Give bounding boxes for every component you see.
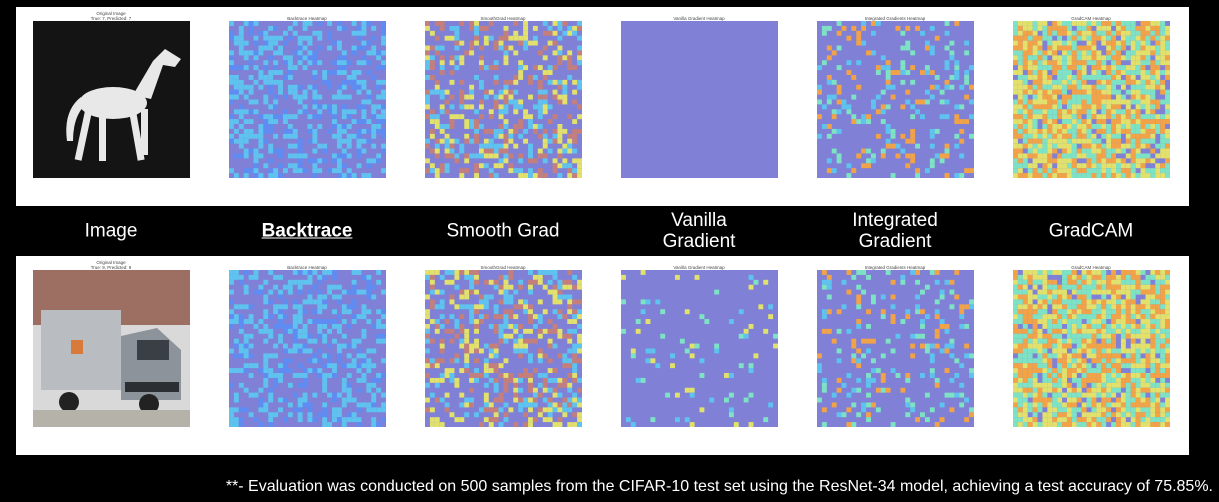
- original-image-header: Original Image True: 7, Predicted: 7: [33, 9, 190, 21]
- integrated-gradients-heatmap-cells: [816, 270, 974, 427]
- smoothgrad-heatmap-title: SmoothGrad Heatmap: [480, 16, 526, 21]
- original-image-cell: Original Image True: 7, Predicted: 7: [32, 9, 190, 178]
- evaluation-footnote: **- Evaluation was conducted on 500 samp…: [225, 478, 1213, 495]
- backtrace-heatmap-cell: Backtrace Heatmap: [228, 9, 386, 178]
- original-image-cell: Original Image True: 9, Predicted: 9: [32, 258, 190, 427]
- vanilla-gradient-heatmap-cells: [620, 270, 778, 427]
- prediction-caption: True: 9, Predicted: 9: [90, 265, 132, 270]
- gradcam-heatmap-cell: GradCAM Heatmap: [1012, 258, 1170, 427]
- vanilla-gradient-heatmap-title: Vanilla Gradient Heatmap: [673, 265, 725, 270]
- truck-image: [32, 270, 190, 427]
- vanilla-gradient-heatmap: [620, 270, 778, 427]
- gradcam-heatmap-cells: [1012, 21, 1170, 178]
- vanilla-gradient-heatmap-title: Vanilla Gradient Heatmap: [673, 16, 725, 21]
- gradcam-heatmap: [1012, 270, 1170, 427]
- method-label-backtrace: Backtrace: [261, 220, 353, 242]
- method-label-image: Image: [84, 220, 138, 242]
- backtrace-heatmap-cells: [228, 21, 386, 178]
- integrated-gradients-heatmap-cell: Integrated Gradients Heatmap: [816, 258, 974, 427]
- vanilla-gradient-heatmap: [620, 21, 778, 178]
- integrated-gradients-heatmap: [816, 21, 974, 178]
- smoothgrad-heatmap: [424, 21, 582, 178]
- gradcam-heatmap: [1012, 21, 1170, 178]
- method-label-smoothgrad: Smooth Grad: [446, 220, 560, 242]
- prediction-caption: True: 7, Predicted: 7: [90, 16, 132, 21]
- smoothgrad-heatmap-cell: SmoothGrad Heatmap: [424, 258, 582, 427]
- truck-figure: [32, 310, 190, 427]
- gradcam-heatmap-title: GradCAM Heatmap: [1071, 16, 1111, 21]
- bottom-row-panel: Original Image True: 9, Predicted: 9 Backt…: [16, 256, 1189, 455]
- smoothgrad-heatmap: [424, 270, 582, 427]
- backtrace-heatmap-cells: [228, 270, 386, 427]
- smoothgrad-heatmap-title: SmoothGrad Heatmap: [480, 265, 526, 270]
- method-label-vanilla-gradient: Vanilla Gradient: [662, 210, 736, 252]
- vanilla-gradient-heatmap-cell: Vanilla Gradient Heatmap: [620, 9, 778, 178]
- horse-figure: [65, 49, 181, 161]
- gradcam-heatmap-cells: [1012, 270, 1170, 427]
- integrated-gradients-heatmap-title: Integrated Gradients Heatmap: [864, 16, 926, 21]
- method-label-gradcam: GradCAM: [1048, 220, 1134, 242]
- original-image-header: Original Image True: 9, Predicted: 9: [33, 258, 190, 270]
- backtrace-heatmap-title: Backtrace Heatmap: [287, 16, 327, 21]
- backtrace-heatmap-cell: Backtrace Heatmap: [228, 258, 386, 427]
- integrated-gradients-heatmap-cell: Integrated Gradients Heatmap: [816, 9, 974, 178]
- method-labels-row: Image Backtrace Smooth Grad Vanilla Gradien…: [0, 206, 1219, 256]
- integrated-gradients-heatmap-title: Integrated Gradients Heatmap: [864, 265, 926, 270]
- integrated-gradients-heatmap-cells: [816, 21, 974, 178]
- top-row-panel: Original Image True: 7, Predicted: 7 Backt…: [16, 7, 1189, 206]
- gradcam-heatmap-cell: GradCAM Heatmap: [1012, 9, 1170, 178]
- vanilla-gradient-heatmap-cell: Vanilla Gradient Heatmap: [620, 258, 778, 427]
- smoothgrad-heatmap-cell: SmoothGrad Heatmap: [424, 9, 582, 178]
- original-image-title: Original Image: [96, 11, 126, 16]
- horse-image: [32, 21, 190, 178]
- method-label-integrated-gradients: Integrated Gradient: [852, 210, 938, 252]
- gradcam-heatmap-title: GradCAM Heatmap: [1071, 265, 1111, 270]
- backtrace-heatmap: [228, 270, 386, 427]
- integrated-gradients-heatmap: [816, 270, 974, 427]
- smoothgrad-heatmap-cells: [424, 270, 582, 427]
- smoothgrad-heatmap-cells: [424, 21, 582, 178]
- backtrace-heatmap: [228, 21, 386, 178]
- backtrace-heatmap-title: Backtrace Heatmap: [287, 265, 327, 270]
- original-image-title: Original Image: [96, 260, 126, 265]
